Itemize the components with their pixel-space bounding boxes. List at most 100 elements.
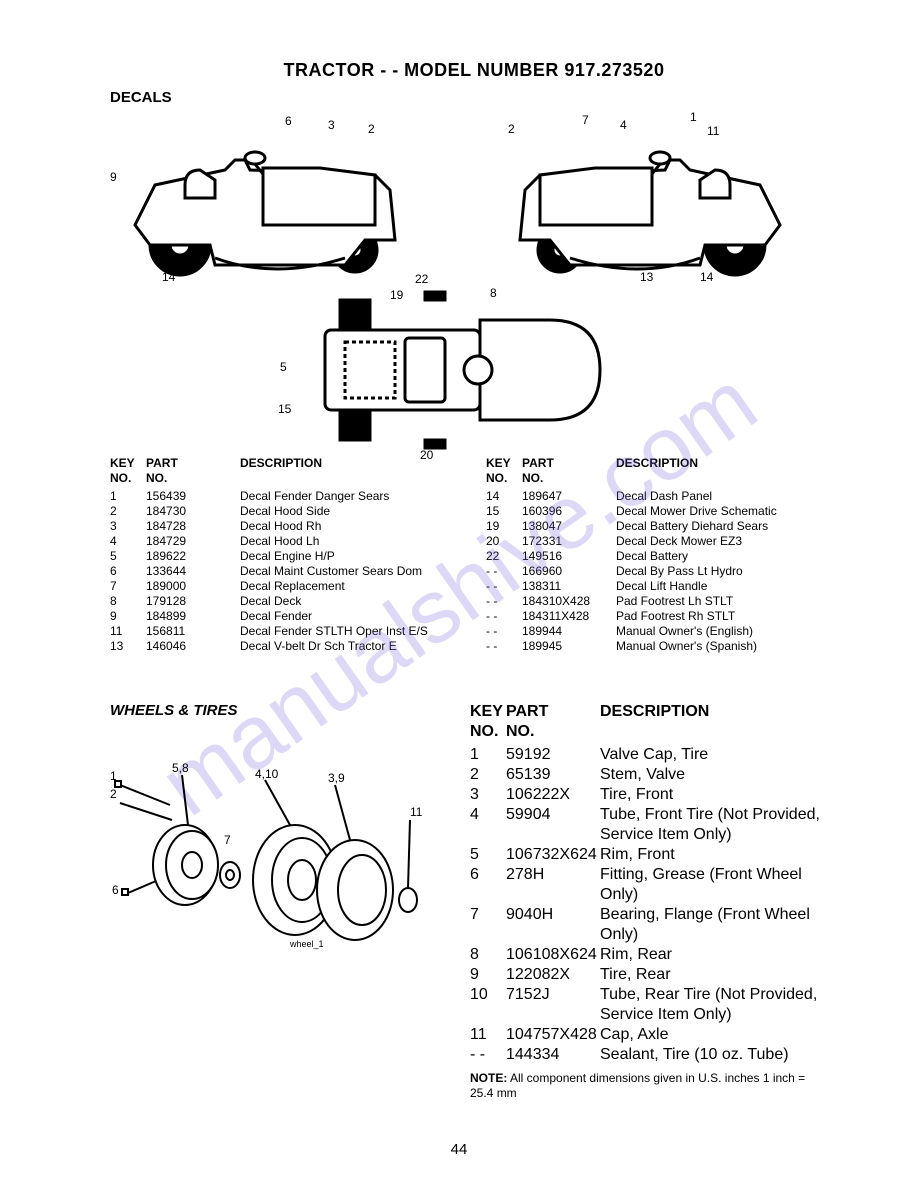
cell-key: 11 bbox=[110, 624, 146, 639]
callout-15: 15 bbox=[278, 402, 291, 416]
cell-part: 160396 bbox=[522, 504, 616, 519]
w-c-39: 3,9 bbox=[328, 771, 345, 785]
cell-part: 184311X428 bbox=[522, 609, 616, 624]
cell-desc: Tube, Front Tire (Not Provided, Service … bbox=[600, 805, 830, 845]
hdr-part: PART NO. bbox=[146, 456, 240, 489]
table-row: - -184311X428Pad Footrest Rh STLT bbox=[486, 609, 838, 624]
cell-desc: Stem, Valve bbox=[600, 765, 830, 785]
cell-part: 156811 bbox=[146, 624, 240, 639]
hdr-key: KEY NO. bbox=[470, 702, 506, 745]
table-row: 7189000Decal Replacement bbox=[110, 579, 462, 594]
callout-14b: 14 bbox=[700, 270, 713, 284]
table-row: 2184730Decal Hood Side bbox=[110, 504, 462, 519]
cell-key: 8 bbox=[470, 945, 506, 965]
cell-desc: Decal Deck Mower EZ3 bbox=[616, 534, 838, 549]
callout-4: 4 bbox=[620, 118, 627, 132]
cell-part: 106222X bbox=[506, 785, 600, 805]
table-row: - -189945Manual Owner's (Spanish) bbox=[486, 639, 838, 654]
cell-desc: Decal Battery bbox=[616, 549, 838, 564]
cell-part: 184729 bbox=[146, 534, 240, 549]
cell-desc: Decal Fender Danger Sears bbox=[240, 489, 462, 504]
cell-key: 9 bbox=[110, 609, 146, 624]
callout-9: 9 bbox=[110, 170, 117, 184]
cell-desc: Tire, Rear bbox=[600, 965, 830, 985]
cell-part: 106108X624 bbox=[506, 945, 600, 965]
cell-part: 184728 bbox=[146, 519, 240, 534]
cell-desc: Pad Footrest Lh STLT bbox=[616, 594, 838, 609]
cell-desc: Cap, Axle bbox=[600, 1025, 830, 1045]
note: NOTE: All component dimensions given in … bbox=[470, 1071, 830, 1101]
cell-key: - - bbox=[486, 624, 522, 639]
cell-desc: Decal Mower Drive Schematic bbox=[616, 504, 838, 519]
cell-key: 15 bbox=[486, 504, 522, 519]
cell-part: 156439 bbox=[146, 489, 240, 504]
cell-part: 106732X624 bbox=[506, 845, 600, 865]
cell-key: 13 bbox=[110, 639, 146, 654]
cell-key: 5 bbox=[110, 549, 146, 564]
note-label: NOTE: bbox=[470, 1071, 507, 1085]
tractor-top-view bbox=[300, 290, 630, 450]
table-row: 3106222XTire, Front bbox=[470, 785, 830, 805]
cell-key: 20 bbox=[486, 534, 522, 549]
callout-14: 14 bbox=[162, 270, 175, 284]
hdr-desc: DESCRIPTION bbox=[600, 702, 830, 745]
cell-part: 189944 bbox=[522, 624, 616, 639]
cell-key: 22 bbox=[486, 549, 522, 564]
callout-19: 19 bbox=[390, 288, 403, 302]
table-row: 11104757X428Cap, Axle bbox=[470, 1025, 830, 1045]
hdr-desc: DESCRIPTION bbox=[616, 456, 838, 489]
cell-key: 3 bbox=[470, 785, 506, 805]
cell-desc: Decal Hood Rh bbox=[240, 519, 462, 534]
table-row: 3184728Decal Hood Rh bbox=[110, 519, 462, 534]
decals-table-left: KEY NO. PART NO. DESCRIPTION 1156439Deca… bbox=[110, 456, 462, 654]
cell-desc: Pad Footrest Rh STLT bbox=[616, 609, 838, 624]
callout-13: 13 bbox=[640, 270, 653, 284]
cell-desc: Decal V-belt Dr Sch Tractor E bbox=[240, 639, 462, 654]
cell-part: 278H bbox=[506, 865, 600, 905]
section-wheels: WHEELS & TIRES bbox=[110, 702, 450, 719]
cell-key: 7 bbox=[470, 905, 506, 945]
page: manualshive.com TRACTOR - - MODEL NUMBER… bbox=[0, 0, 918, 1188]
cell-key: 1 bbox=[110, 489, 146, 504]
wheels-diagram: 1 2 5,8 6 7 4,10 3,9 11 wheel_1 bbox=[110, 725, 440, 955]
decals-diagram: 9 14 6 3 2 2 7 bbox=[110, 110, 830, 450]
table-row: 459904Tube, Front Tire (Not Provided, Se… bbox=[470, 805, 830, 845]
cell-desc: Decal Replacement bbox=[240, 579, 462, 594]
cell-desc: Decal Battery Diehard Sears bbox=[616, 519, 838, 534]
table-row: - -138311Decal Lift Handle bbox=[486, 579, 838, 594]
cell-desc: Valve Cap, Tire bbox=[600, 745, 830, 765]
cell-desc: Decal Deck bbox=[240, 594, 462, 609]
callout-2b: 2 bbox=[508, 122, 515, 136]
cell-desc: Decal Fender bbox=[240, 609, 462, 624]
table-row: 159192Valve Cap, Tire bbox=[470, 745, 830, 765]
cell-key: 2 bbox=[110, 504, 146, 519]
section-decals: DECALS bbox=[110, 89, 838, 106]
hdr-part: PART NO. bbox=[522, 456, 616, 489]
cell-key: 5 bbox=[470, 845, 506, 865]
cell-key: 4 bbox=[470, 805, 506, 845]
cell-desc: Bearing, Flange (Front Wheel Only) bbox=[600, 905, 830, 945]
table-row: 5189622Decal Engine H/P bbox=[110, 549, 462, 564]
cell-key: - - bbox=[486, 609, 522, 624]
cell-desc: Rim, Front bbox=[600, 845, 830, 865]
cell-part: 144334 bbox=[506, 1045, 600, 1065]
cell-part: 122082X bbox=[506, 965, 600, 985]
cell-part: 138047 bbox=[522, 519, 616, 534]
cell-part: 189647 bbox=[522, 489, 616, 504]
cell-key: - - bbox=[470, 1045, 506, 1065]
table-row: 6133644Decal Maint Customer Sears Dom bbox=[110, 564, 462, 579]
callout-2: 2 bbox=[368, 122, 375, 136]
table-row: 265139Stem, Valve bbox=[470, 765, 830, 785]
table-row: 6278HFitting, Grease (Front Wheel Only) bbox=[470, 865, 830, 905]
cell-part: 184899 bbox=[146, 609, 240, 624]
wheels-table: KEY NO. PART NO. DESCRIPTION 159192Valve… bbox=[470, 702, 830, 1101]
cell-key: 3 bbox=[110, 519, 146, 534]
cell-part: 189945 bbox=[522, 639, 616, 654]
table-row: - -144334Sealant, Tire (10 oz. Tube) bbox=[470, 1045, 830, 1065]
page-number: 44 bbox=[0, 1141, 918, 1158]
table-row: 20172331Decal Deck Mower EZ3 bbox=[486, 534, 838, 549]
cell-key: 19 bbox=[486, 519, 522, 534]
cell-part: 146046 bbox=[146, 639, 240, 654]
table-row: 107152JTube, Rear Tire (Not Provided, Se… bbox=[470, 985, 830, 1025]
cell-desc: Decal Engine H/P bbox=[240, 549, 462, 564]
